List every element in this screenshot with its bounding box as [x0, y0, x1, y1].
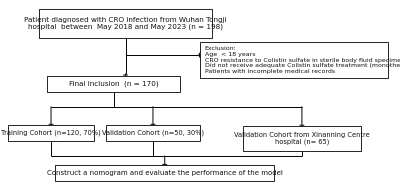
- Text: Final inclusion  (n = 170): Final inclusion (n = 170): [69, 81, 158, 87]
- Text: Construct a nomogram and evaluate the performance of the model: Construct a nomogram and evaluate the pe…: [47, 170, 283, 176]
- Text: Training Cohort (n=120, 70%): Training Cohort (n=120, 70%): [1, 130, 101, 136]
- FancyBboxPatch shape: [55, 165, 274, 181]
- FancyBboxPatch shape: [39, 9, 212, 38]
- FancyBboxPatch shape: [8, 125, 94, 141]
- Text: Validation Cohort (n=50, 30%): Validation Cohort (n=50, 30%): [102, 130, 204, 136]
- FancyBboxPatch shape: [47, 76, 180, 92]
- Text: Exclusion:
Age  < 18 years
CRO resistance to Colistin sulfate in sterile body fl: Exclusion: Age < 18 years CRO resistance…: [205, 46, 400, 74]
- FancyBboxPatch shape: [106, 125, 200, 141]
- FancyBboxPatch shape: [200, 42, 388, 78]
- FancyBboxPatch shape: [243, 126, 361, 151]
- Text: Validation Cohort from Xinanning Centre
hospital (n= 65): Validation Cohort from Xinanning Centre …: [234, 132, 370, 145]
- Text: Patient diagnosed with CRO infection from Wuhan Tongji
hospital  between  May 20: Patient diagnosed with CRO infection fro…: [24, 17, 227, 31]
